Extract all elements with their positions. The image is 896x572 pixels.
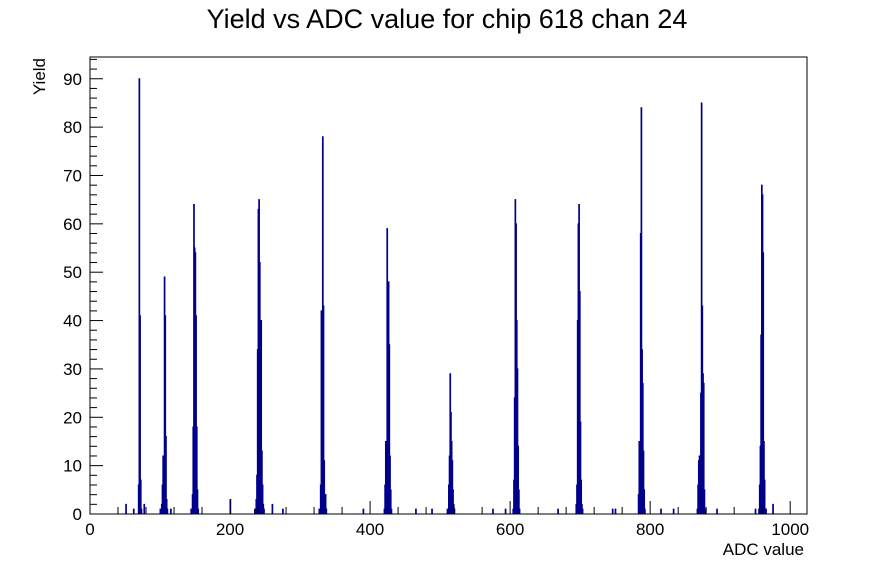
y-tick-label: 0 (73, 505, 82, 524)
histogram-bin (190, 508, 193, 514)
histogram-bin (557, 508, 559, 514)
histogram-bin (139, 315, 141, 514)
y-tick-label: 20 (63, 408, 82, 427)
histogram-bin (644, 508, 646, 514)
histogram-bin (452, 489, 454, 514)
x-tick-label: 0 (85, 520, 94, 539)
histogram-bin (702, 382, 705, 514)
histogram-bin (641, 382, 644, 514)
histogram-bin (614, 508, 617, 514)
histogram-bin (260, 320, 263, 514)
histogram-bin (643, 489, 646, 514)
histogram-bin (765, 508, 767, 514)
histogram-bin (261, 484, 264, 514)
histogram-bin (446, 508, 449, 514)
histogram-bin (642, 450, 645, 514)
histogram-layer (125, 78, 774, 514)
histogram-bin (143, 503, 146, 514)
histogram-bin (580, 479, 583, 514)
histogram-bin (324, 494, 327, 514)
histogram-bin (389, 455, 391, 514)
y-tick-label: 70 (63, 166, 82, 185)
histogram-bin (754, 508, 757, 514)
x-tick-label: 200 (216, 520, 244, 539)
histogram-bin (139, 479, 142, 514)
histogram-bin (282, 508, 284, 514)
histogram-bin (492, 508, 494, 514)
histogram-bin (159, 508, 162, 514)
histogram-bin (166, 508, 169, 514)
histogram-bin (170, 508, 172, 514)
y-axis-title: Yield (30, 58, 49, 95)
histogram-bin (261, 450, 263, 514)
histogram-bin (611, 508, 614, 514)
y-tick-label: 10 (63, 457, 82, 476)
histogram-bin (672, 508, 675, 514)
histogram-bin (579, 421, 582, 514)
histogram-bin (197, 508, 200, 514)
histogram-bin (703, 489, 706, 514)
histogram-bin (704, 508, 706, 514)
histogram-bin (390, 508, 393, 514)
axes-layer: 0 200 400 600 800 1000 0 10 20 30 40 50 60 70 80 90 (63, 58, 809, 539)
histogram-bin (389, 489, 392, 514)
histogram-bin (138, 78, 141, 514)
histogram-bin (762, 252, 765, 514)
histogram-bin (660, 508, 662, 514)
histogram-bin (132, 508, 135, 514)
y-tick-label: 50 (63, 263, 82, 282)
histogram-bin (271, 503, 274, 514)
histogram-bin (323, 460, 326, 514)
histogram-bin (125, 503, 127, 514)
histogram-bin (165, 436, 167, 514)
x-tick-label: 800 (636, 520, 664, 539)
histogram-bin (140, 508, 143, 514)
chart-title: Yield vs ADC value for chip 618 chan 24 (207, 4, 688, 34)
histogram-bin (195, 426, 198, 514)
x-tick-label: 600 (496, 520, 524, 539)
histogram-bin (362, 508, 365, 514)
plot-frame (89, 56, 808, 515)
histogram-bin (415, 508, 417, 514)
y-tick-label: 80 (63, 118, 82, 137)
histogram-bin (716, 508, 718, 514)
histogram-bin (254, 508, 256, 514)
histogram-bin (516, 368, 519, 514)
histogram-bin (504, 508, 507, 514)
x-tick-label: 400 (356, 520, 384, 539)
x-tick-label: 1000 (771, 520, 809, 539)
histogram-bin (640, 107, 643, 514)
histogram-bin (165, 498, 168, 514)
histogram-bin (517, 445, 520, 514)
histogram-bin (258, 262, 261, 514)
histogram-bin (263, 508, 265, 514)
histogram-bin (322, 305, 325, 514)
histogram-bin (195, 315, 197, 514)
y-tick-label: 90 (63, 70, 82, 89)
histogram-bin (772, 503, 774, 514)
histogram-bin (518, 489, 520, 514)
histogram-bin (581, 508, 584, 514)
histogram-bin (451, 460, 454, 514)
histogram-bin (763, 440, 765, 514)
histogram-bin (164, 315, 167, 514)
x-axis-title: ADC value (723, 540, 804, 559)
histogram-bin (431, 508, 433, 514)
y-tick-label: 60 (63, 215, 82, 234)
histogram-bin (386, 228, 389, 514)
histogram-bin (578, 291, 581, 514)
histogram-bin (196, 489, 199, 514)
y-tick-label: 30 (63, 360, 82, 379)
histogram-bin (318, 508, 321, 514)
y-tick-label: 40 (63, 312, 82, 331)
histogram-bin (763, 479, 766, 514)
histogram-bin (325, 508, 328, 514)
histogram-bin (518, 508, 521, 514)
histogram-bin (388, 344, 391, 514)
